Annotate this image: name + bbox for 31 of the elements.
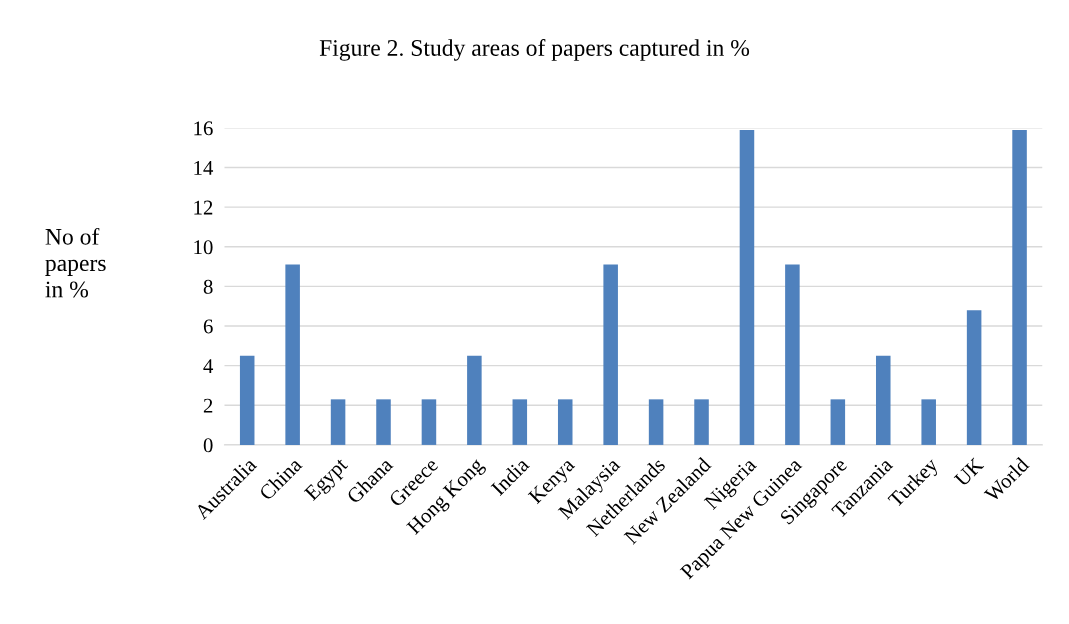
bar — [830, 399, 846, 445]
y-tick-label: 16 — [194, 121, 213, 136]
bar — [921, 399, 936, 445]
y-tick-label: 0 — [203, 438, 213, 453]
bar — [376, 399, 391, 445]
bar — [648, 399, 664, 445]
y-tick-label: 6 — [203, 319, 213, 334]
bar — [785, 264, 800, 445]
y-tick-label: 14 — [194, 161, 214, 175]
x-tick-label: UK — [953, 456, 985, 488]
y-tick-label: 8 — [203, 279, 213, 294]
bar — [875, 355, 891, 445]
bar — [285, 264, 300, 445]
bar — [239, 355, 255, 445]
bar — [467, 355, 482, 445]
chart-title: Figure 2. Study areas of papers captured in % — [319, 39, 750, 61]
bar — [603, 264, 618, 445]
y-tick-label: 4 — [203, 359, 214, 373]
bar — [1012, 129, 1027, 445]
y-tick-label: 12 — [194, 200, 213, 215]
bar — [966, 310, 982, 445]
bar — [739, 129, 755, 445]
bar — [330, 399, 346, 445]
x-tick-label: India — [490, 456, 530, 497]
y-tick-label: 2 — [203, 398, 213, 413]
y-axis-title: No of papers in % — [45, 227, 106, 298]
bar — [421, 399, 437, 445]
bar — [512, 399, 528, 445]
y-tick-label: 10 — [194, 240, 213, 255]
bar — [557, 399, 573, 445]
bar — [694, 399, 709, 445]
